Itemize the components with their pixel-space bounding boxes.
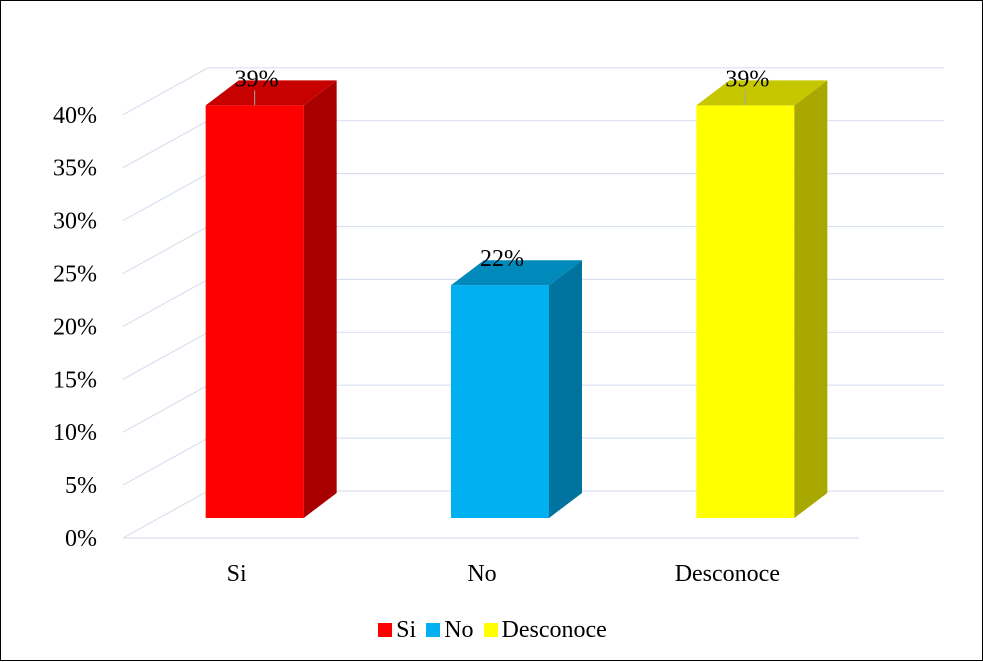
x-tick-label: No [467, 561, 496, 587]
y-tick-label: 15% [53, 367, 97, 393]
legend-label: No [444, 616, 474, 643]
legend-label: Desconoce [501, 616, 607, 643]
bar-top [205, 80, 337, 106]
bar-side [549, 260, 582, 518]
data-labels: 39% 22% 39% [235, 66, 770, 272]
y-tick-label: 40% [53, 103, 97, 129]
data-label: 22% [480, 246, 524, 272]
bar-side [303, 80, 337, 518]
legend-swatch [483, 623, 498, 637]
data-label: 39% [235, 66, 279, 92]
bar [696, 105, 795, 518]
y-tick-label: 0% [65, 526, 97, 552]
legend-item: Si [378, 617, 416, 644]
bar-side [794, 80, 828, 518]
legend-swatch [426, 623, 441, 637]
y-tick-label: 10% [53, 420, 97, 446]
gridline-depth [122, 437, 209, 486]
x-tick-label: Desconoce [675, 561, 780, 587]
x-axis: Si No Desconoce [227, 561, 780, 587]
y-tick-label: 35% [53, 156, 97, 182]
legend-item: Desconoce [483, 616, 607, 644]
bar [205, 105, 304, 518]
x-tick-label: Si [227, 561, 247, 587]
legend-item: No [426, 616, 474, 644]
gridline-depth [122, 225, 209, 275]
gridline-depth [122, 67, 209, 116]
y-tick-label: 25% [53, 262, 97, 288]
y-tick-label: 30% [53, 209, 97, 235]
legend-label: Si [396, 616, 417, 643]
y-tick-label: 5% [65, 473, 97, 499]
legend: Si No Desconoce [1, 613, 983, 647]
bar-top [451, 260, 582, 286]
bar-top [696, 80, 828, 106]
y-tick-label: 20% [53, 314, 97, 340]
gridline-depth [122, 120, 209, 169]
y-axis: 0% 5% 10% 15% 20% 25% 30% 35% 40% [53, 103, 97, 552]
bar [451, 285, 549, 518]
gridline-depth [122, 384, 209, 433]
bars [205, 80, 828, 518]
legend-swatch [378, 623, 393, 637]
gridline-depth [122, 331, 209, 380]
gridline-depth [122, 490, 209, 539]
gridline-depth [122, 278, 209, 327]
gridline-depth [122, 173, 209, 222]
data-label: 39% [725, 66, 769, 92]
